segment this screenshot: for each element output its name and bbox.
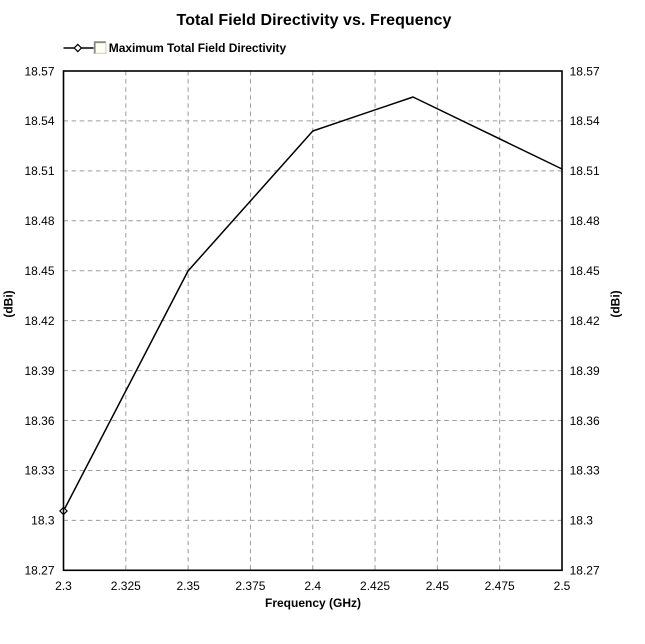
svg-text:2.4: 2.4: [304, 579, 321, 593]
svg-text:18.51: 18.51: [570, 164, 600, 178]
svg-text:18.54: 18.54: [570, 114, 600, 128]
svg-text:(dBi): (dBi): [2, 290, 16, 317]
svg-text:18.33: 18.33: [24, 464, 54, 478]
svg-text:18.42: 18.42: [24, 314, 54, 328]
svg-text:18.48: 18.48: [24, 214, 54, 228]
svg-text:2.3: 2.3: [55, 579, 72, 593]
svg-text:Maximum Total Field Directivit: Maximum Total Field Directivity: [109, 41, 287, 55]
svg-text:18.48: 18.48: [570, 214, 600, 228]
svg-text:2.5: 2.5: [554, 579, 571, 593]
svg-text:2.35: 2.35: [176, 579, 200, 593]
svg-text:18.45: 18.45: [570, 264, 600, 278]
svg-text:2.425: 2.425: [360, 579, 390, 593]
svg-text:18.51: 18.51: [24, 164, 54, 178]
svg-text:18.33: 18.33: [570, 464, 600, 478]
svg-text:Frequency (GHz): Frequency (GHz): [265, 596, 361, 610]
svg-text:(dBi): (dBi): [609, 290, 623, 317]
svg-text:18.57: 18.57: [24, 64, 54, 78]
svg-text:2.475: 2.475: [485, 579, 515, 593]
svg-text:18.42: 18.42: [570, 314, 600, 328]
svg-text:18.39: 18.39: [570, 364, 600, 378]
svg-text:2.375: 2.375: [235, 579, 265, 593]
svg-text:18.57: 18.57: [570, 64, 600, 78]
svg-text:Total Field Directivity vs. Fr: Total Field Directivity vs. Frequency: [177, 12, 452, 29]
svg-text:18.36: 18.36: [570, 414, 600, 428]
svg-text:2.45: 2.45: [426, 579, 450, 593]
svg-text:18.54: 18.54: [24, 114, 54, 128]
svg-text:18.27: 18.27: [570, 564, 600, 578]
svg-text:18.39: 18.39: [24, 364, 54, 378]
svg-text:18.45: 18.45: [24, 264, 54, 278]
svg-text:18.3: 18.3: [31, 514, 55, 528]
svg-text:18.36: 18.36: [24, 414, 54, 428]
svg-text:18.27: 18.27: [24, 564, 54, 578]
svg-text:18.3: 18.3: [570, 514, 594, 528]
svg-text:2.325: 2.325: [111, 579, 141, 593]
